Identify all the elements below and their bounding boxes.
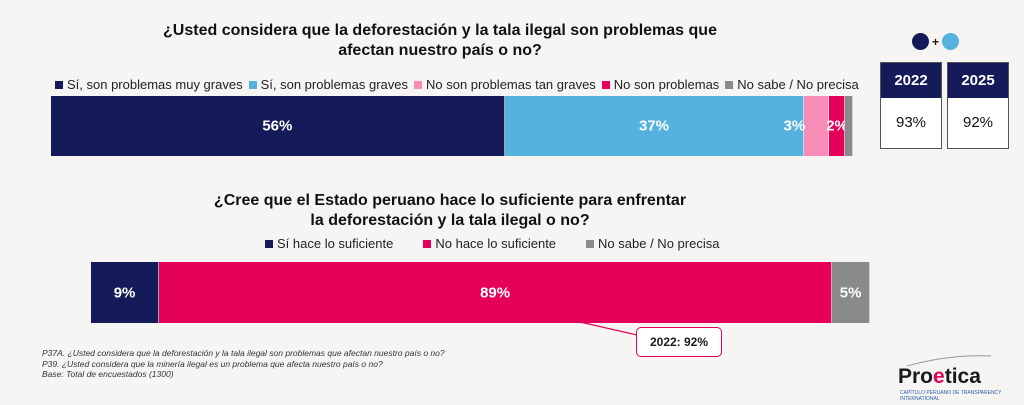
chart1-bar: 56% 37% 3% 2%	[51, 96, 853, 156]
legend-swatch-icon	[601, 80, 610, 89]
data-label: 9%	[113, 284, 136, 301]
proetica-logo: Proetica	[898, 365, 981, 388]
year-box-2025: 2025 92%	[947, 62, 1009, 149]
legend-swatch-icon	[55, 80, 63, 89]
data-label: 2%	[826, 117, 848, 135]
chart2-title-line2: la deforestación y la tala ilegal o no?	[310, 212, 590, 229]
footnote: P39. ¿Usted considera que la minería ile…	[42, 358, 383, 369]
legend-item: No sabe / No precisa	[725, 77, 859, 92]
bar-segment: 5%	[832, 262, 870, 323]
plus-sign: +	[932, 34, 940, 49]
legend-label: No hace lo suficiente	[435, 236, 557, 251]
legend-label: No sabe / No precisa	[598, 236, 720, 251]
legend-item: No son problemas	[601, 77, 720, 92]
bar-segment	[844, 96, 853, 156]
bar-segment: 37%	[504, 96, 805, 156]
year-label: 2025	[948, 63, 1008, 98]
legend-item: No son problemas tan graves	[413, 77, 596, 92]
legend-label: Sí, son problemas graves	[260, 77, 408, 92]
chart1-legend: Sí, son problemas muy graves Sí, son prob…	[55, 77, 865, 92]
legend-item: No sabe / No precisa	[586, 236, 719, 251]
bar-segment: 2%	[826, 96, 848, 156]
bar-segment: 3%	[784, 96, 829, 156]
legend-swatch-icon	[423, 239, 432, 248]
legend-swatch-icon	[248, 80, 257, 89]
bar-segment: 9%	[91, 262, 160, 323]
legend-swatch-icon	[265, 239, 273, 248]
legend-item: Sí, son problemas graves	[248, 77, 408, 92]
very-serious-dot-icon	[912, 33, 929, 50]
legend-swatch-icon	[586, 239, 595, 248]
bar-segment: 89%	[159, 262, 833, 323]
legend-item: Sí, son problemas muy graves	[55, 77, 243, 92]
data-label: 56%	[262, 117, 293, 135]
chart2-title: ¿Cree que el Estado peruano hace lo sufi…	[160, 191, 740, 231]
bar-segment: 56%	[51, 96, 505, 156]
legend-label: No son problemas	[613, 77, 720, 92]
year-value: 93%	[895, 114, 927, 131]
legend-label: No son problemas tan graves	[425, 77, 596, 92]
chart2-bar: 9% 89% 5%	[91, 262, 870, 323]
legend-swatch-icon	[413, 80, 422, 89]
year-box-2022: 2022 93%	[880, 62, 942, 149]
data-label: 37%	[639, 117, 670, 135]
chart1-title-line2: afectan nuestro país o no?	[338, 42, 542, 59]
data-label: 3%	[783, 117, 806, 135]
year-comparison: 2022 93% 2025 92%	[880, 62, 1009, 149]
chart1-title: ¿Usted considera que la deforestación y …	[150, 21, 730, 61]
legend-item: Sí hace lo suficiente	[265, 236, 393, 251]
chart2-legend: Sí hace lo suficiente No hace lo suficien…	[265, 236, 749, 251]
footnote: P37A. ¿Usted considera que la deforestac…	[42, 348, 445, 358]
legend-label: Sí, son problemas muy graves	[67, 77, 243, 92]
legend-label: Sí hace lo suficiente	[277, 236, 394, 251]
year-value: 92%	[962, 114, 994, 131]
logo-subtitle: CAPÍTULO PERUANO DE TRANSPARENCY INTERNA…	[900, 390, 1002, 402]
combined-indicator: +	[912, 33, 960, 50]
legend-label: No sabe / No precisa	[737, 77, 859, 92]
footnote: Base: Total de encuestados (1300)	[42, 369, 174, 379]
callout-2022: 2022: 92%	[636, 327, 722, 357]
chart1-title-line1: ¿Usted considera que la deforestación y …	[163, 22, 717, 39]
chart2-title-line1: ¿Cree que el Estado peruano hace lo sufi…	[213, 192, 687, 209]
logo-swoosh-icon	[906, 355, 992, 367]
footnotes: P37A. ¿Usted considera que la deforestac…	[42, 348, 445, 380]
legend-swatch-icon	[725, 80, 734, 89]
data-label: 89%	[480, 284, 511, 301]
legend-item: No hace lo suficiente	[423, 236, 556, 251]
data-label: 5%	[839, 284, 862, 301]
year-label: 2022	[881, 63, 941, 98]
serious-dot-icon	[942, 33, 960, 50]
